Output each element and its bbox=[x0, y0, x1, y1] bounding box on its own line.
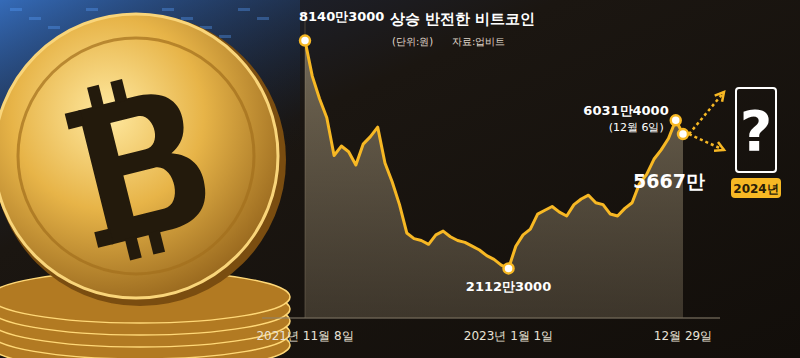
unit-note: (단위:원) bbox=[392, 36, 433, 47]
digital-bit bbox=[10, 8, 22, 11]
year-tag bbox=[731, 178, 781, 198]
logo-bar bbox=[148, 230, 165, 254]
logo-serif bbox=[94, 228, 113, 247]
data-label: 2112만3000 bbox=[466, 279, 551, 294]
forecast-arrow-head bbox=[715, 92, 724, 102]
question-box bbox=[736, 88, 776, 172]
digital-bit bbox=[86, 8, 98, 11]
x-tick-label: 2021년 11월 8일 bbox=[256, 329, 353, 343]
chart-svg: 2021년 11월 8일 2023년 1월 1일 12월 29일 상승 반전한 비트코… bbox=[0, 0, 800, 358]
logo-bar bbox=[125, 236, 142, 260]
point-marker bbox=[678, 129, 688, 139]
x-tick-label: 2023년 1월 1일 bbox=[464, 329, 553, 343]
point-marker bbox=[300, 36, 310, 46]
forecast-arrow-line bbox=[689, 134, 724, 150]
title: 상승 반전한 비트코인 bbox=[390, 10, 535, 28]
digital-bit bbox=[162, 8, 174, 11]
price-area bbox=[305, 41, 683, 318]
point-marker bbox=[504, 263, 514, 273]
digital-bit bbox=[238, 8, 250, 11]
point-marker bbox=[671, 115, 681, 125]
price-line bbox=[305, 41, 683, 269]
digital-bit bbox=[181, 17, 193, 20]
logo-bar bbox=[87, 85, 104, 109]
digital-bit bbox=[48, 26, 60, 29]
chart-root: 2021년 11월 8일 2023년 1월 1일 12월 29일 상승 반전한 비트코… bbox=[0, 0, 800, 358]
bitcoin-coin bbox=[0, 14, 286, 306]
forecast-arrow-line bbox=[689, 92, 724, 134]
date-annotation: (12월 6일) bbox=[609, 121, 664, 134]
forecast-arrow-head bbox=[714, 142, 724, 151]
coin-rim-shadow bbox=[0, 14, 286, 306]
forecast-arrows bbox=[689, 92, 724, 151]
logo-bar bbox=[110, 79, 127, 103]
plot-area bbox=[305, 41, 683, 318]
data-label: 8140만3000 bbox=[299, 9, 384, 24]
digital-bit bbox=[29, 17, 41, 20]
coin-inner-ring bbox=[18, 38, 254, 274]
digital-bit bbox=[219, 35, 231, 38]
coin-face bbox=[0, 14, 278, 298]
logo-serif bbox=[65, 110, 84, 129]
source-note: 자료:업비트 bbox=[452, 36, 505, 47]
digital-bit bbox=[257, 17, 269, 20]
bitcoin-logo bbox=[60, 66, 218, 267]
logo-b bbox=[78, 85, 213, 244]
x-tick-label: 12월 29일 bbox=[654, 329, 712, 343]
year-tag-text: 2024년 bbox=[733, 182, 778, 196]
data-label: 6031만4000 bbox=[583, 103, 668, 118]
data-label: 5667만 bbox=[633, 170, 705, 192]
question-mark: ? bbox=[740, 98, 772, 163]
